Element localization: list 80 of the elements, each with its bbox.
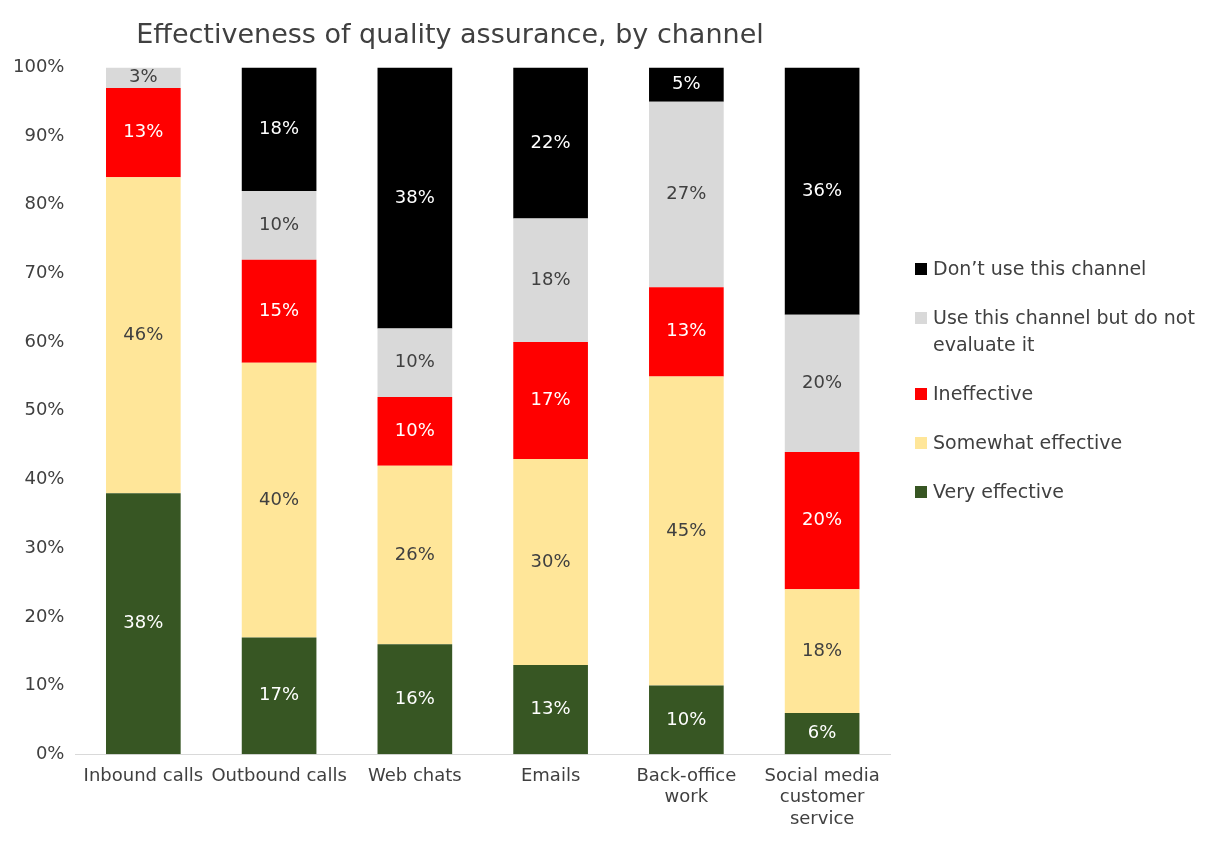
y-tick-label: 90% [24,123,65,145]
bar [513,458,588,665]
data-label: 40% [259,487,300,509]
data-label: 3% [129,65,158,87]
data-label: 10% [394,419,435,441]
bar [649,685,724,755]
x-tick-label: Inbound calls [83,763,204,785]
bar [513,218,588,343]
bar [649,67,724,102]
bar [784,452,860,590]
legend-label: Very effective [933,479,1064,504]
bar [784,67,860,315]
bar [784,712,860,755]
data-label: 13% [530,697,571,719]
data-label: 20% [802,371,843,392]
bar [106,88,181,178]
bar [377,465,453,645]
data-label: 18% [259,116,300,138]
bar [513,664,588,755]
x-tick-label: Social media customer service [764,763,880,828]
data-label: 15% [259,298,300,320]
x-tick-label: Back-office work [636,763,737,807]
y-tick-label: 60% [24,329,65,351]
x-tick-label: Web chats [367,763,462,785]
x-tick-label: Emails [520,763,581,785]
data-label: 10% [394,350,435,372]
bar [377,328,453,398]
bar [513,67,588,219]
bar [513,342,588,459]
y-tick-label: 100% [12,55,65,77]
x-tick-label: Outbound calls [211,763,347,785]
bar [784,589,860,713]
bar [241,637,317,755]
bar [649,376,724,686]
legend-label: Somewhat effective [933,430,1123,455]
data-label: 22% [530,130,571,152]
bar [241,362,317,638]
y-tick-label: 80% [24,192,65,214]
data-label: 5% [672,72,701,94]
data-label: 17% [259,683,300,705]
y-tick-label: 0% [35,741,65,763]
y-tick-label: 50% [24,398,65,420]
bar [377,397,453,466]
data-label: 10% [259,213,300,235]
y-tick-label: 10% [24,673,65,695]
y-tick-label: 30% [24,535,65,557]
bar [106,493,181,755]
data-label: 36% [802,178,843,200]
data-label: 6% [807,721,837,743]
chart-title: Effectiveness of quality assurance, by channel [136,18,764,50]
data-label: 20% [802,508,843,530]
y-tick-label: 40% [24,467,65,489]
data-label: 18% [802,638,843,660]
bar [649,101,724,288]
y-tick-label: 20% [24,604,65,626]
legend-label: Ineffective [933,381,1034,406]
data-label: 13% [123,120,164,142]
bar [106,177,181,494]
data-label: 38% [394,185,435,207]
data-label: 17% [530,388,571,410]
data-label: 18% [530,267,571,289]
bar [377,67,453,329]
data-label: 16% [394,686,435,708]
legend-label: Use this channel but do not evaluate it [933,305,1195,357]
data-label: 46% [123,322,164,344]
bar [784,314,860,453]
y-tick-label: 70% [24,261,65,283]
legend-label: Don’t use this channel [933,256,1147,281]
data-label: 27% [666,182,707,204]
data-label: 45% [666,518,707,540]
data-label: 38% [123,611,164,633]
data-label: 13% [666,319,707,341]
data-label: 30% [530,549,571,571]
bar [241,67,317,192]
data-label: 10% [666,707,707,729]
bar [377,644,453,755]
bar [241,191,317,260]
bar [649,287,724,377]
bar [241,259,317,363]
data-label: 26% [394,542,435,564]
